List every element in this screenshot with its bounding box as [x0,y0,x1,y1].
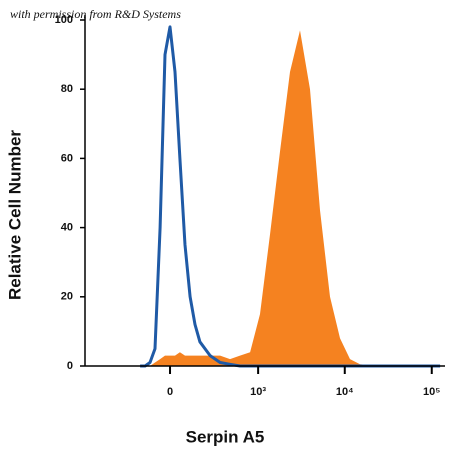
y-axis-label: Relative Cell Number [5,130,24,300]
permission-note: with permission from R&D Systems [10,7,181,21]
x-tick-label: 10⁵ [423,386,440,398]
x-tick-label: 10³ [250,386,266,398]
y-tick-label: 80 [61,83,73,95]
x-tick-label: 0 [167,386,173,398]
y-tick-label: 60 [61,152,73,164]
x-tick-label: 10⁴ [336,386,354,398]
y-tick-label: 100 [55,14,73,26]
y-tick-label: 20 [61,291,73,303]
y-tick-label: 0 [67,360,73,372]
y-tick-label: 40 [61,222,73,234]
histogram-area [140,30,441,367]
x-axis-label: Serpin A5 [186,427,265,446]
